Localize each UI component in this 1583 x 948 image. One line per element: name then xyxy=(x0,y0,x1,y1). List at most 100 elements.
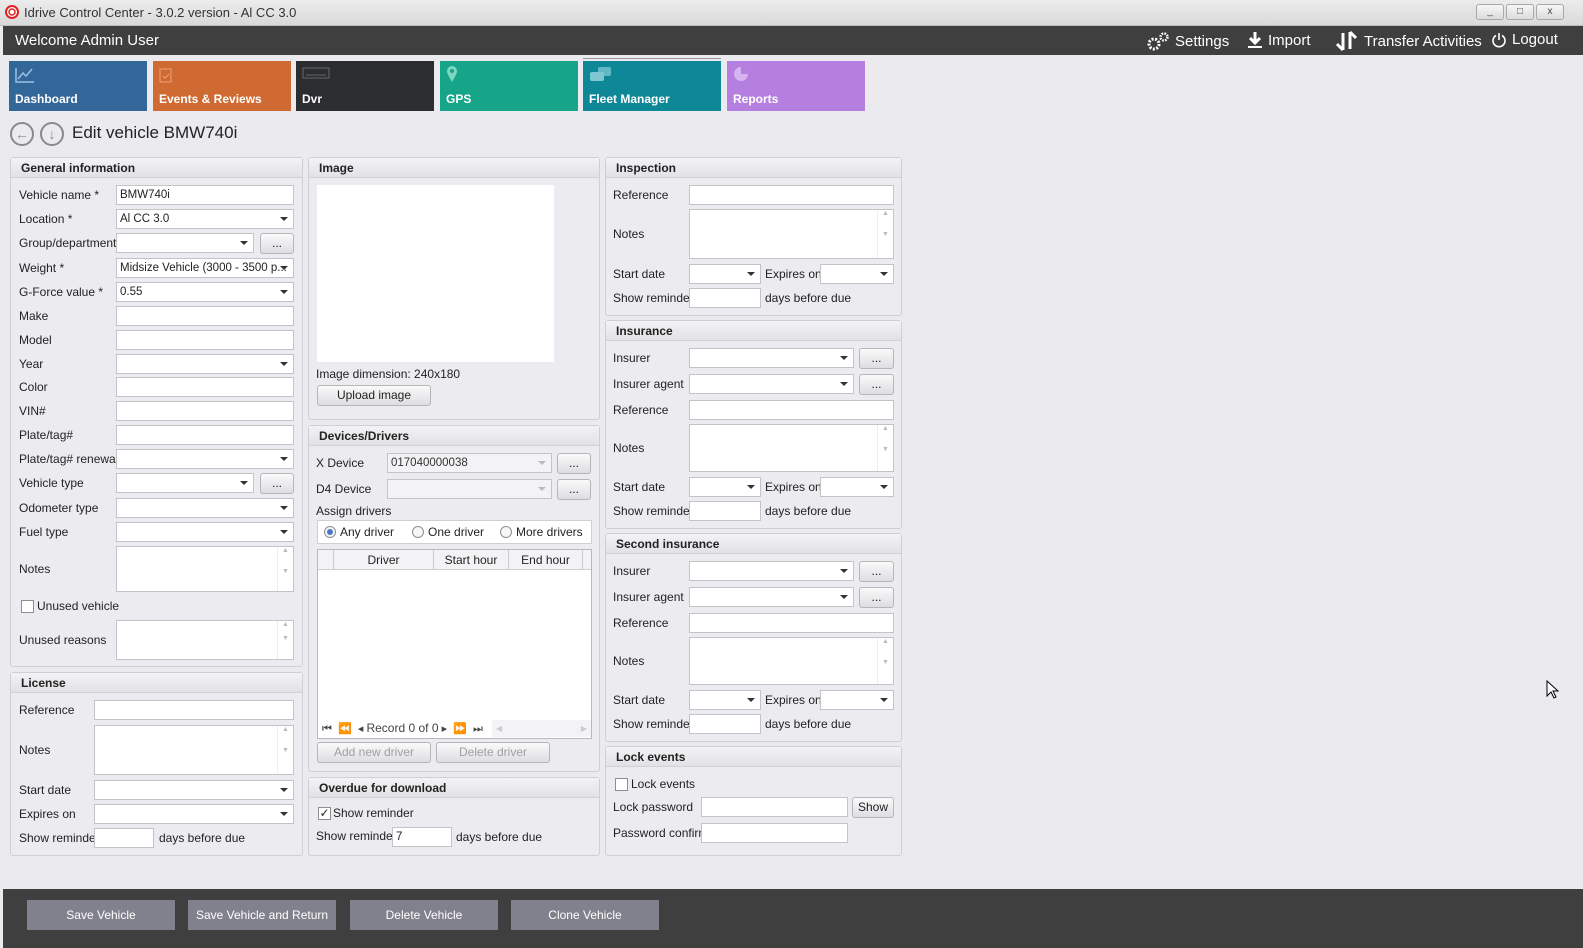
next-record-button[interactable]: ▸ xyxy=(441,723,448,735)
insurer-dropdown[interactable] xyxy=(689,348,854,368)
scrollbar[interactable]: ▲ ▼ xyxy=(877,210,893,258)
vehicle-type-dropdown[interactable] xyxy=(116,473,254,493)
last-record-button[interactable]: ⏭ xyxy=(473,723,483,735)
save-vehicle-and-return-button[interactable]: Save Vehicle and Return xyxy=(188,900,336,930)
password-confirm-input[interactable] xyxy=(701,823,848,843)
radio-more-drivers[interactable]: More drivers xyxy=(500,525,583,539)
import-link[interactable]: Import xyxy=(1247,31,1311,49)
save-vehicle-button[interactable]: Save Vehicle xyxy=(27,900,175,930)
column-start-hour[interactable]: Start hour xyxy=(433,550,508,570)
tile-dvr[interactable]: Dvr xyxy=(296,61,434,111)
insurance-reference-input[interactable] xyxy=(689,400,894,420)
add-new-driver-button[interactable]: Add new driver xyxy=(317,742,431,763)
vehicle-name-input[interactable]: BMW740i xyxy=(116,185,294,205)
second-expires-dropdown[interactable] xyxy=(820,690,894,710)
horizontal-scrollbar[interactable]: ◀ ▶ xyxy=(492,720,591,737)
delete-driver-button[interactable]: Delete driver xyxy=(436,742,550,763)
close-button[interactable]: x xyxy=(1536,4,1564,20)
insurer-agent-dropdown[interactable] xyxy=(689,374,854,394)
second-insurer-dropdown[interactable] xyxy=(689,561,854,581)
inspection-start-dropdown[interactable] xyxy=(689,264,761,284)
year-dropdown[interactable] xyxy=(116,354,294,374)
tile-gps[interactable]: GPS xyxy=(440,61,578,111)
second-reference-input[interactable] xyxy=(689,613,894,633)
second-reminder-input[interactable] xyxy=(689,714,761,734)
insurance-start-dropdown[interactable] xyxy=(689,477,761,497)
second-insurer-agent-browse-button[interactable]: ... xyxy=(859,587,894,608)
gforce-dropdown[interactable]: 0.55 xyxy=(116,282,294,302)
upload-image-button[interactable]: Upload image xyxy=(317,385,431,406)
odometer-dropdown[interactable] xyxy=(116,498,294,518)
second-insurer-browse-button[interactable]: ... xyxy=(859,561,894,582)
radio-one-driver[interactable]: One driver xyxy=(412,525,484,539)
inspection-reference-input[interactable] xyxy=(689,185,894,205)
plate-input[interactable] xyxy=(116,425,294,445)
inspection-notes-textarea[interactable]: ▲ ▼ xyxy=(689,209,894,259)
tile-reports[interactable]: Reports xyxy=(727,61,865,111)
tile-dashboard[interactable]: Dashboard xyxy=(9,61,147,111)
unused-vehicle-checkbox[interactable] xyxy=(21,600,34,613)
d4-device-browse-button[interactable]: ... xyxy=(557,479,591,500)
second-start-dropdown[interactable] xyxy=(689,690,761,710)
radio-any-driver[interactable]: Any driver xyxy=(324,525,394,539)
model-input[interactable] xyxy=(116,330,294,350)
overdue-reminder-input[interactable]: 7 xyxy=(392,827,452,847)
clone-vehicle-button[interactable]: Clone Vehicle xyxy=(511,900,659,930)
second-insurer-agent-dropdown[interactable] xyxy=(689,587,854,607)
inspection-reminder-input[interactable] xyxy=(689,288,761,308)
license-notes-textarea[interactable]: ▲ ▼ xyxy=(94,725,294,775)
vehicle-type-browse-button[interactable]: ... xyxy=(260,473,294,494)
maximize-button[interactable]: □ xyxy=(1506,4,1534,20)
logout-link[interactable]: Logout xyxy=(1491,31,1558,48)
x-device-dropdown[interactable]: 017040000038 xyxy=(387,453,552,473)
first-record-button[interactable]: ⏮ xyxy=(322,723,332,735)
column-end-hour[interactable]: End hour xyxy=(508,550,583,570)
prev-record-button[interactable]: ◂ xyxy=(357,723,364,735)
inspection-expires-dropdown[interactable] xyxy=(820,264,894,284)
back-button[interactable]: ← xyxy=(10,122,34,146)
notes-textarea[interactable]: ▲ ▼ xyxy=(116,546,294,592)
color-input[interactable] xyxy=(116,377,294,397)
location-dropdown[interactable]: Al CC 3.0 xyxy=(116,209,294,229)
license-reminder-input[interactable] xyxy=(94,828,154,848)
tile-fleet-manager[interactable]: Fleet Manager xyxy=(583,61,721,111)
show-password-button[interactable]: Show xyxy=(852,797,894,818)
prev-page-button[interactable]: ⏪ xyxy=(338,723,352,735)
scrollbar[interactable]: ▲ ▼ xyxy=(277,621,293,659)
lock-password-input[interactable] xyxy=(701,797,848,817)
plate-renewal-dropdown[interactable] xyxy=(116,449,294,469)
license-reference-input[interactable] xyxy=(94,700,294,720)
scrollbar[interactable]: ▲ ▼ xyxy=(877,638,893,684)
insurer-agent-browse-button[interactable]: ... xyxy=(859,374,894,395)
insurer-browse-button[interactable]: ... xyxy=(859,348,894,369)
license-expires-dropdown[interactable] xyxy=(94,804,294,824)
x-device-browse-button[interactable]: ... xyxy=(557,453,591,474)
lock-events-checkbox[interactable] xyxy=(615,778,628,791)
transfer-activities-link[interactable]: Transfer Activities xyxy=(1335,31,1482,51)
license-start-dropdown[interactable] xyxy=(94,780,294,800)
insurance-expires-dropdown[interactable] xyxy=(820,477,894,497)
show-reminder-checkbox[interactable]: ✓ xyxy=(318,806,331,820)
column-driver[interactable]: Driver xyxy=(333,550,433,570)
scrollbar[interactable]: ▲ ▼ xyxy=(877,425,893,471)
minimize-button[interactable]: _ xyxy=(1476,4,1504,20)
tile-events-reviews[interactable]: Events & Reviews xyxy=(153,61,291,111)
scrollbar[interactable]: ▲ ▼ xyxy=(277,726,293,774)
next-page-button[interactable]: ⏩ xyxy=(453,723,467,735)
insurance-notes-textarea[interactable]: ▲ ▼ xyxy=(689,424,894,472)
group-dropdown[interactable] xyxy=(116,233,254,253)
settings-link[interactable]: Settings xyxy=(1146,31,1229,51)
group-browse-button[interactable]: ... xyxy=(260,233,294,254)
unused-reasons-textarea[interactable]: ▲ ▼ xyxy=(116,620,294,660)
down-button[interactable]: ↓ xyxy=(40,122,64,146)
scrollbar[interactable]: ▲ ▼ xyxy=(277,547,293,591)
import-label[interactable]: Import xyxy=(1268,31,1311,49)
fuel-dropdown[interactable] xyxy=(116,522,294,542)
insurance-reminder-input[interactable] xyxy=(689,501,761,521)
d4-device-dropdown[interactable] xyxy=(387,479,552,499)
second-notes-textarea[interactable]: ▲ ▼ xyxy=(689,637,894,685)
make-input[interactable] xyxy=(116,306,294,326)
vin-input[interactable] xyxy=(116,401,294,421)
weight-dropdown[interactable]: Midsize Vehicle (3000 - 3500 p... xyxy=(116,258,294,278)
delete-vehicle-button[interactable]: Delete Vehicle xyxy=(350,900,498,930)
